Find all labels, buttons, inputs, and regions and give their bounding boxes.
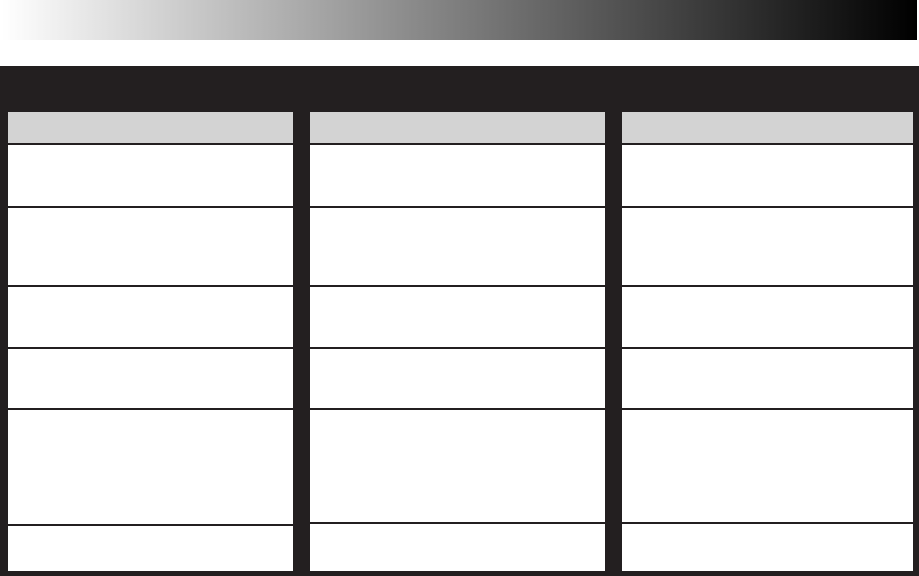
table-cell [622, 524, 913, 571]
table-cell [310, 145, 605, 206]
table-cell [8, 526, 293, 571]
table-cell [8, 349, 293, 408]
table [0, 66, 919, 576]
table-cell [622, 349, 913, 408]
table-cell [622, 208, 913, 285]
table-cell [310, 208, 605, 285]
table-cell [310, 287, 605, 347]
table-cell [622, 410, 913, 522]
table-cell [310, 349, 605, 408]
header-cell [310, 112, 605, 143]
table-cell [8, 208, 293, 285]
table-column [622, 112, 913, 571]
table-column [8, 112, 293, 571]
table-cell [622, 145, 913, 206]
table-column [310, 112, 605, 571]
header-cell [8, 112, 293, 143]
table-cell [8, 410, 293, 524]
header-cell [622, 112, 913, 143]
table-cell [310, 524, 605, 571]
table-cell [8, 287, 293, 347]
table-cell [8, 145, 293, 206]
gradient-banner [2, 0, 917, 40]
table-cell [310, 410, 605, 522]
table-cell [622, 287, 913, 347]
